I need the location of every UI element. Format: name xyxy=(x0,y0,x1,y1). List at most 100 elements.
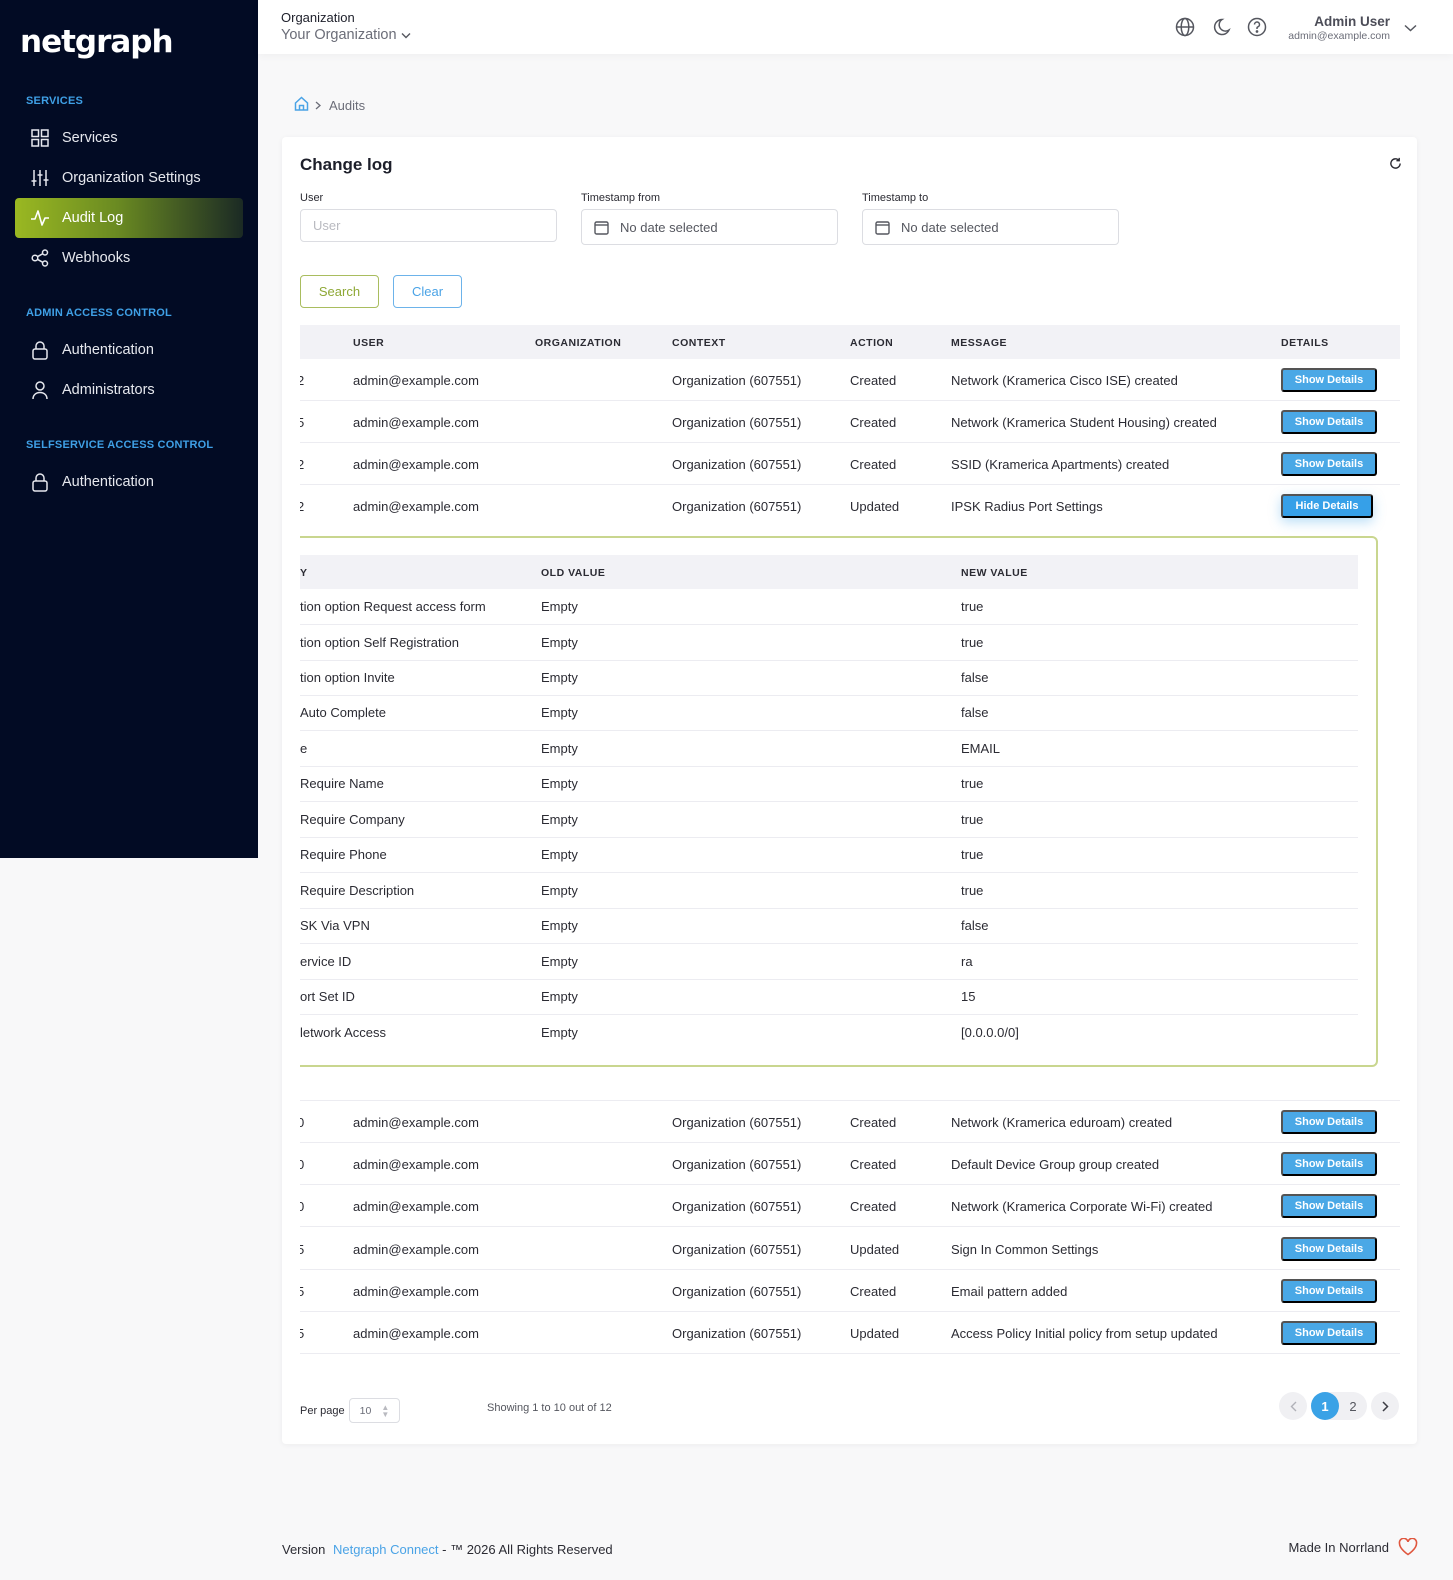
timestamp-from-picker[interactable]: No date selected xyxy=(581,209,838,245)
sidebar-item-admin-authentication[interactable]: Authentication xyxy=(15,330,243,370)
row-id: 5 xyxy=(300,1284,305,1299)
per-page-select[interactable]: 10 ▲ ▼ xyxy=(348,1398,400,1423)
old-value: Empty xyxy=(541,1025,578,1040)
property: ort Set ID xyxy=(300,989,355,1004)
table-row: 5 admin@example.com Organization (607551… xyxy=(300,1270,1400,1312)
row-context: Organization (607551) xyxy=(672,1326,802,1341)
row-message: Access Policy Initial policy from setup … xyxy=(951,1326,1218,1341)
col-user[interactable]: USER xyxy=(353,337,385,349)
row-context: Organization (607551) xyxy=(672,1157,802,1172)
details-row: ervice ID Empty ra xyxy=(300,944,1358,980)
prev-page-button[interactable] xyxy=(1279,1392,1307,1420)
audit-table: USER ORGANIZATION CONTEXT ACTION MESSAGE… xyxy=(300,325,1400,1375)
new-value: ra xyxy=(961,954,973,969)
row-user: admin@example.com xyxy=(353,457,479,472)
show-details-button[interactable]: Show Details xyxy=(1281,1152,1377,1176)
col-organization[interactable]: ORGANIZATION xyxy=(535,337,622,349)
stepper-icon: ▲ ▼ xyxy=(381,1402,390,1419)
section-selfservice-access-title: SELFSERVICE ACCESS CONTROL xyxy=(26,439,214,451)
row-context: Organization (607551) xyxy=(672,457,802,472)
new-value: false xyxy=(961,705,989,720)
hide-details-button[interactable]: Hide Details xyxy=(1281,494,1373,518)
organization-selector[interactable]: Your Organization xyxy=(281,27,411,43)
clear-button[interactable]: Clear xyxy=(393,275,462,308)
details-row: Require Name Empty true xyxy=(300,766,1358,802)
show-details-button[interactable]: Show Details xyxy=(1281,1110,1377,1134)
row-user: admin@example.com xyxy=(353,415,479,430)
sidebar-item-label: Audit Log xyxy=(62,210,124,226)
row-id: 0 xyxy=(300,1157,305,1172)
old-value: Empty xyxy=(541,705,578,720)
details-row: tion option Invite Empty false xyxy=(300,660,1358,696)
show-details-button[interactable]: Show Details xyxy=(1281,1237,1377,1261)
home-icon[interactable] xyxy=(294,96,309,114)
timestamp-to-picker[interactable]: No date selected xyxy=(862,209,1119,245)
page-2-button[interactable]: 2 xyxy=(1349,1398,1357,1414)
row-context: Organization (607551) xyxy=(672,1199,802,1214)
sidebar-item-administrators[interactable]: Administrators xyxy=(15,370,243,410)
row-message: Sign In Common Settings xyxy=(951,1242,1099,1257)
chevron-down-icon[interactable] xyxy=(1404,19,1417,37)
property: Auto Complete xyxy=(300,705,386,720)
sidebar: netgraph SERVICES Services Organization … xyxy=(0,0,258,858)
page-1-button[interactable]: 1 xyxy=(1311,1392,1339,1420)
row-message: Network (Kramerica eduroam) created xyxy=(951,1115,1173,1130)
col-action[interactable]: ACTION xyxy=(850,337,894,349)
show-details-button[interactable]: Show Details xyxy=(1281,1194,1377,1218)
user-email: admin@example.com xyxy=(1288,30,1390,42)
col-message[interactable]: MESSAGE xyxy=(951,337,1008,349)
row-user: admin@example.com xyxy=(353,1199,479,1214)
show-details-button[interactable]: Show Details xyxy=(1281,368,1377,392)
made-in-text: Made In Norrland xyxy=(1288,1539,1389,1555)
new-value: 15 xyxy=(961,989,976,1004)
old-value: Empty xyxy=(541,847,578,862)
moon-icon[interactable] xyxy=(1210,16,1232,38)
table-row: 5 admin@example.com Organization (607551… xyxy=(300,401,1400,443)
sidebar-item-selfservice-authentication[interactable]: Authentication xyxy=(15,462,243,502)
row-message: Default Device Group group created xyxy=(951,1157,1160,1172)
footer-made-in: Made In Norrland xyxy=(1289,1538,1418,1556)
sidebar-item-organization-settings[interactable]: Organization Settings xyxy=(15,158,243,198)
per-page-value: 10 xyxy=(359,1404,372,1417)
details-panel: Y OLD VALUE NEW VALUE tion option Reques… xyxy=(300,536,1378,1067)
sidebar-item-label: Authentication xyxy=(62,342,154,358)
show-details-button[interactable]: Show Details xyxy=(1281,1321,1377,1345)
show-details-button[interactable]: Show Details xyxy=(1281,410,1377,434)
col-context[interactable]: CONTEXT xyxy=(672,337,726,349)
sidebar-item-audit-log[interactable]: Audit Log xyxy=(15,198,243,238)
show-details-button[interactable]: Show Details xyxy=(1281,1279,1377,1303)
row-action: Created xyxy=(850,415,897,430)
timestamp-to-value: No date selected xyxy=(901,219,999,235)
row-action: Created xyxy=(850,457,897,472)
sidebar-item-services[interactable]: Services xyxy=(15,118,243,158)
section-admin-access-title: ADMIN ACCESS CONTROL xyxy=(26,307,172,319)
sidebar-item-label: Organization Settings xyxy=(62,170,201,186)
table-row-expanded: 2 admin@example.com Organization (607551… xyxy=(300,485,1400,527)
row-message: Email pattern added xyxy=(951,1284,1068,1299)
show-details-button[interactable]: Show Details xyxy=(1281,452,1377,476)
product-link[interactable]: Netgraph Connect xyxy=(333,1542,439,1557)
user-filter-label: User xyxy=(300,192,324,204)
search-button[interactable]: Search xyxy=(300,275,379,308)
refresh-icon[interactable] xyxy=(1389,157,1402,175)
help-icon[interactable] xyxy=(1246,16,1268,38)
new-value: true xyxy=(961,883,984,898)
row-id: 5 xyxy=(300,415,305,430)
change-log-card: Change log User Timestamp from No date s… xyxy=(282,137,1417,1444)
timestamp-from-label: Timestamp from xyxy=(581,192,661,204)
row-context: Organization (607551) xyxy=(672,415,802,430)
user-menu[interactable]: Admin User admin@example.com xyxy=(1288,14,1390,42)
row-message: SSID (Kramerica Apartments) created xyxy=(951,457,1170,472)
details-header: Y OLD VALUE NEW VALUE xyxy=(300,555,1358,589)
sidebar-item-webhooks[interactable]: Webhooks xyxy=(15,238,243,278)
globe-icon[interactable] xyxy=(1174,16,1196,38)
old-value: Empty xyxy=(541,599,578,614)
table-row: 5 admin@example.com Organization (607551… xyxy=(300,1228,1400,1270)
details-row: Require Phone Empty true xyxy=(300,837,1358,873)
user-filter-input[interactable] xyxy=(313,218,556,233)
row-context: Organization (607551) xyxy=(672,373,802,388)
netgraph-logo[interactable]: netgraph xyxy=(20,24,174,60)
activity-icon xyxy=(29,207,51,229)
next-page-button[interactable] xyxy=(1371,1392,1399,1420)
organization-name: Your Organization xyxy=(281,27,397,43)
